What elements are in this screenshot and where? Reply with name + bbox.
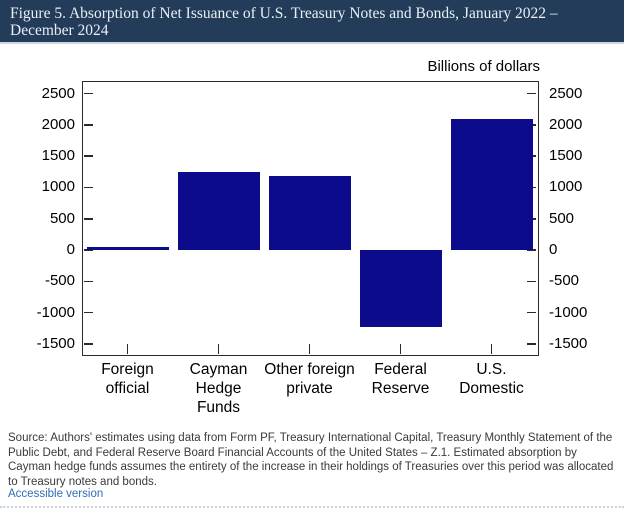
y-tick-label-left: 1500 — [41, 147, 75, 165]
y-tick-label-right: 500 — [549, 209, 575, 227]
bar-foreign-official — [86, 246, 169, 251]
x-tick — [308, 344, 311, 354]
y-tick-label-right: 2000 — [549, 115, 583, 133]
y-tick-label-right: 0 — [549, 241, 558, 259]
y-tick-left — [83, 311, 93, 314]
y-tick-label-right: 2500 — [549, 84, 583, 102]
bar-u-s-domestic — [450, 118, 533, 251]
x-category-label: Foreign official — [101, 361, 154, 397]
source-note: Source: Authors' estimates using data fr… — [8, 432, 614, 489]
x-category-label: Cayman Hedge Funds — [189, 361, 248, 416]
y-tick-left — [83, 92, 93, 95]
y-tick-left — [83, 124, 93, 126]
y-tick-left — [83, 280, 93, 283]
y-tick-label-left: 2000 — [41, 115, 75, 133]
figure-title-bar: Figure 5. Absorption of Net Issuance of … — [0, 0, 624, 44]
x-category-label: Federal Reserve — [371, 361, 430, 397]
y-tick-right — [526, 311, 536, 314]
y-tick-label-left: 1000 — [41, 178, 75, 196]
y-tick-label-left: 500 — [49, 209, 75, 227]
figure-title: Figure 5. Absorption of Net Issuance of … — [10, 5, 558, 39]
y-tick-label-left: -500 — [44, 272, 75, 290]
y-tick-right — [526, 280, 536, 283]
y-tick-left — [83, 155, 93, 157]
x-category-label: U.S. Domestic — [459, 361, 524, 397]
y-tick-left — [83, 343, 93, 345]
bar-federal-reserve — [359, 250, 442, 327]
y-tick-left — [83, 249, 93, 251]
y-tick-label-right: -500 — [549, 272, 580, 290]
x-tick — [126, 344, 129, 354]
x-category-label: Other foreign private — [264, 361, 355, 397]
y-tick-label-left: 2500 — [41, 84, 75, 102]
y-tick-right — [526, 92, 536, 95]
y-tick-label-right: -1500 — [549, 334, 588, 352]
y-tick-label-right: 1500 — [549, 147, 583, 165]
x-tick — [217, 344, 220, 354]
accessible-version-link[interactable]: Accessible version — [8, 488, 104, 500]
y-axis-title: Billions of dollars — [427, 58, 540, 75]
y-tick-label-left: 0 — [66, 241, 75, 259]
y-tick-label-right: -1000 — [549, 303, 588, 321]
x-tick — [399, 344, 402, 354]
y-tick-label-left: -1000 — [36, 303, 75, 321]
y-tick-right — [526, 249, 536, 251]
y-tick-left — [83, 218, 93, 220]
chart: Billions of dollars -1500 -1500 -1000 -1000… — [0, 46, 624, 425]
y-tick-label-right: 1000 — [549, 178, 583, 196]
bar-cayman-hedge-funds — [177, 172, 260, 251]
y-tick-label-left: -1500 — [36, 334, 75, 352]
bar-other-foreign-private — [268, 176, 351, 251]
y-tick-right — [526, 343, 536, 345]
y-tick-left — [83, 186, 93, 189]
x-tick — [490, 344, 493, 354]
